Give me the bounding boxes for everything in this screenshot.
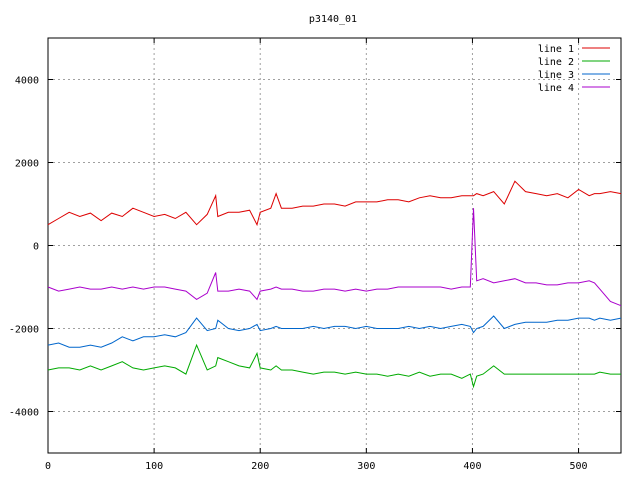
y-tick-label: 0 [33, 242, 39, 253]
x-tick-label: 300 [357, 461, 375, 472]
y-tick-label: -2000 [9, 325, 39, 336]
x-tick-label: 200 [251, 461, 269, 472]
y-tick-label: 2000 [15, 159, 39, 170]
x-tick-label: 0 [45, 461, 51, 472]
legend-label: line 2 [538, 57, 574, 68]
legend-label: line 1 [538, 44, 574, 55]
legend: line 1 line 2 line 3 line 4 [538, 44, 610, 94]
axis-ticks: 0 100 200 300 400 500 -4000 -2000 0 2000 4000 [9, 38, 621, 472]
x-tick-label: 400 [463, 461, 481, 472]
series-line-1-line [47, 180, 622, 227]
series-line-4-line [47, 208, 622, 307]
grid [48, 38, 621, 453]
series-line-2-line [47, 343, 621, 389]
legend-label: line 3 [538, 70, 574, 81]
y-tick-label: -4000 [9, 408, 39, 419]
legend-label: line 4 [538, 83, 574, 94]
x-tick-label: 100 [145, 461, 163, 472]
x-tick-label: 500 [570, 461, 588, 472]
series-line-3-line [47, 315, 622, 348]
y-tick-label: 4000 [15, 76, 39, 87]
series-layer [47, 180, 622, 389]
chart-title: p3140_01 [309, 14, 357, 25]
